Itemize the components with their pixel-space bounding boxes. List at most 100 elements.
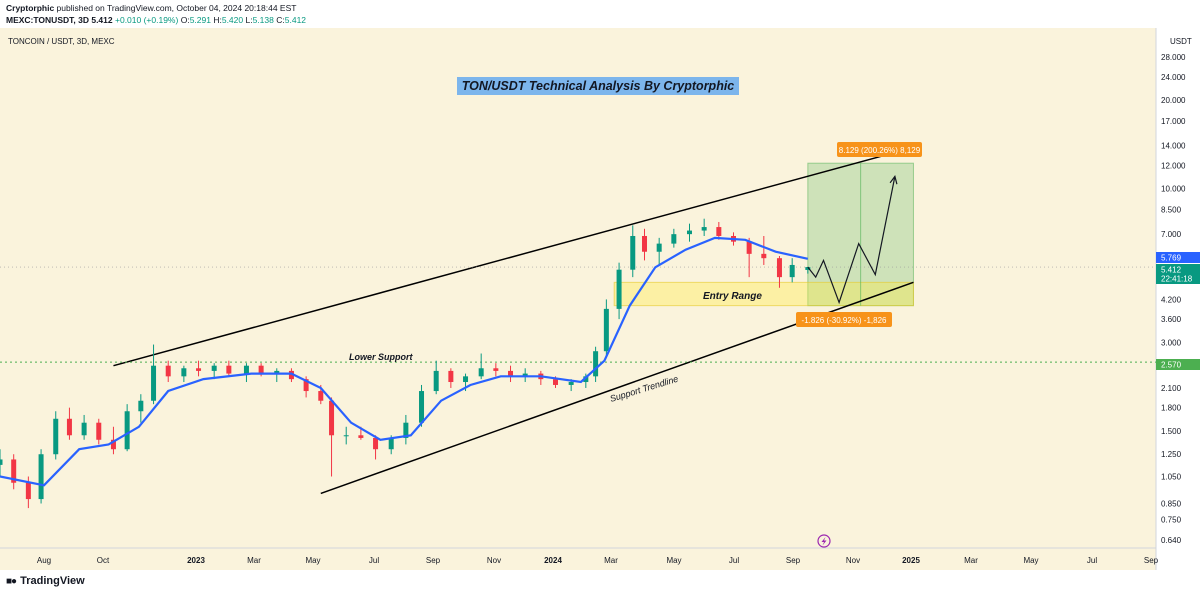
candle-body xyxy=(805,267,811,270)
time-tick-label: Nov xyxy=(846,556,860,565)
lightning-icon[interactable] xyxy=(817,534,831,548)
time-tick-label: Sep xyxy=(786,556,801,565)
candle-body xyxy=(96,422,102,440)
candle-body xyxy=(243,365,249,374)
candle-body xyxy=(11,459,17,483)
chart-title: TON/USDT Technical Analysis By Cryptorph… xyxy=(462,79,735,93)
candle-body xyxy=(81,422,87,436)
candle-body xyxy=(448,370,454,383)
candle-body xyxy=(642,235,648,252)
published-text: published on TradingView.com, October 04… xyxy=(56,3,297,13)
time-tick-label: Mar xyxy=(604,556,618,565)
price-tick-label: 1.800 xyxy=(1161,404,1182,413)
candle-body xyxy=(671,234,677,244)
price-tick-label: 24.000 xyxy=(1161,73,1186,82)
candle-body xyxy=(656,243,662,252)
candle-body xyxy=(181,368,187,377)
time-tick-label: Sep xyxy=(426,556,441,565)
stop-label: -1.826 (-30.92%) -1,826 xyxy=(802,316,887,325)
candle-body xyxy=(716,227,722,236)
candle-body xyxy=(358,435,364,438)
tradingview-logo[interactable]: ■● TradingView xyxy=(6,575,85,587)
low-label: L: xyxy=(245,15,253,25)
candle-body xyxy=(603,308,609,352)
price-tick-label: 4.200 xyxy=(1161,295,1182,304)
price-tick-label: 2.100 xyxy=(1161,384,1182,393)
candle-body xyxy=(388,437,394,450)
candle-body xyxy=(343,435,349,437)
support-price-text: 2.570 xyxy=(1161,361,1182,370)
time-tick-label: Mar xyxy=(964,556,978,565)
moving-average-line xyxy=(0,236,809,487)
publisher-name[interactable]: Cryptorphic xyxy=(6,3,55,13)
price-tick-label: 20.000 xyxy=(1161,96,1186,105)
close-label: C: xyxy=(276,15,285,25)
price-ticks-layer: 28.000 24.000 20.000 17.000 14.000 12.000 10.0… xyxy=(1161,53,1186,545)
resistance-trendline xyxy=(113,146,914,367)
time-tick-label: 2024 xyxy=(544,556,562,565)
candle-body xyxy=(583,376,589,383)
price-tick-label: 3.000 xyxy=(1161,338,1182,347)
entry-range-label: Entry Range xyxy=(703,291,762,302)
candle-body xyxy=(568,382,574,385)
candle-body xyxy=(151,365,157,401)
price-tick-label: 10.000 xyxy=(1161,185,1186,194)
low-value: 5.138 xyxy=(252,15,274,25)
candle-body xyxy=(318,391,324,401)
chart-background xyxy=(0,28,1156,570)
target-label: 8.129 (200.26%) 8,129 xyxy=(839,146,921,155)
candle-body xyxy=(303,379,309,392)
last-price-tag xyxy=(1156,264,1200,284)
price-tick-label: 12.000 xyxy=(1161,161,1186,170)
candle-body xyxy=(478,368,484,377)
candle-body xyxy=(0,459,3,465)
candle-body xyxy=(686,230,692,235)
candle-body xyxy=(463,376,469,383)
price-chart[interactable]: 28.000 24.000 20.000 17.000 14.000 12.000 10.0… xyxy=(0,28,1200,570)
candle-body xyxy=(288,370,294,380)
candle-body xyxy=(630,235,636,270)
footer-bar: ■● TradingView xyxy=(0,570,1200,593)
countdown-text: 22:41:18 xyxy=(1161,275,1193,284)
projection-path xyxy=(807,176,896,305)
price-tick-label: 1.050 xyxy=(1161,473,1182,482)
open-value: 5.291 xyxy=(189,15,211,25)
time-tick-label: May xyxy=(1023,556,1038,565)
candle-body xyxy=(124,411,130,450)
lightning-bolt-shape xyxy=(821,537,827,546)
price-tick-label: 14.000 xyxy=(1161,142,1186,151)
candle-body xyxy=(522,373,528,377)
price-tick-label: 3.600 xyxy=(1161,315,1182,324)
price-tick-label: 0.750 xyxy=(1161,516,1182,525)
candle-body xyxy=(433,370,439,392)
time-tick-label: Nov xyxy=(487,556,501,565)
time-tick-label: Oct xyxy=(97,556,110,565)
price-tick-label: 1.500 xyxy=(1161,427,1182,436)
price-tick-label: 28.000 xyxy=(1161,53,1186,62)
time-tick-label: Jul xyxy=(369,556,379,565)
ma-price-tag xyxy=(1156,252,1200,263)
candle-body xyxy=(419,391,425,423)
candle-body xyxy=(25,482,31,500)
time-tick-label: Jul xyxy=(729,556,739,565)
symbol-label[interactable]: MEXC:TONUSDT, 3D xyxy=(6,15,89,25)
close-value: 5.412 xyxy=(284,15,307,25)
projection-layer xyxy=(807,175,898,305)
open-label: O: xyxy=(180,15,190,25)
candle-body xyxy=(226,365,232,374)
tradingview-logo-icon: ■● xyxy=(6,576,17,587)
candles-layer xyxy=(0,218,811,509)
target-label-box xyxy=(837,142,922,157)
price-axis-background xyxy=(1156,28,1200,570)
candle-body xyxy=(403,422,409,438)
candle-body xyxy=(138,400,144,412)
last-price-text: 5.412 xyxy=(1161,266,1182,275)
price-tick-label: 17.000 xyxy=(1161,117,1186,126)
time-tick-label: Sep xyxy=(1144,556,1159,565)
zones-layer xyxy=(613,162,914,307)
candle-body xyxy=(258,365,264,374)
title-background xyxy=(457,77,739,95)
projection-arrowhead xyxy=(889,175,898,185)
price-change: +0.010 (+0.19%) xyxy=(115,15,179,25)
tradingview-brand: TradingView xyxy=(20,575,85,587)
